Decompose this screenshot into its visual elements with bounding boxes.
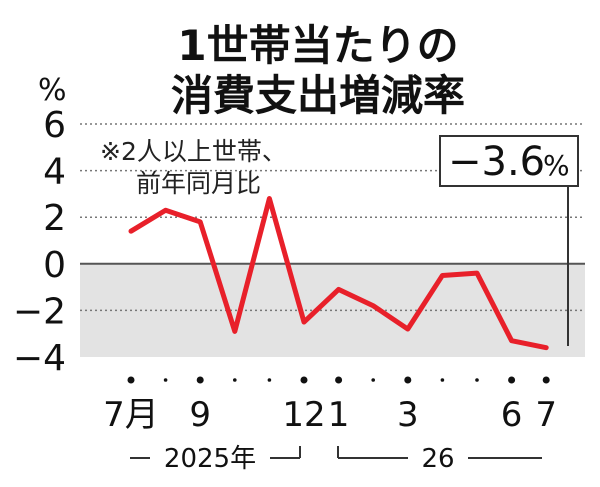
x-tick-marker [440,378,445,382]
year-label-2026: 26 [421,444,454,474]
x-tick-marker [163,378,168,382]
y-tick-label: 4 [43,152,66,193]
x-tick-marker [300,376,308,384]
y-tick-label: 2 [43,198,66,239]
year-label-2025: 2025年 [164,444,256,474]
x-tick-label: 6 [501,395,523,435]
x-tick-marker [475,378,479,382]
x-tick-marker [267,378,272,382]
x-tick-marker [508,376,516,384]
x-tick-marker [127,376,135,384]
y-tick-label: 6 [43,105,66,146]
x-tick-marker [196,376,204,384]
chart-title-line2: 消費支出増減率 [171,71,465,120]
x-tick-label: 7月 [103,395,159,435]
x-tick-marker [371,378,376,382]
callout-value: −3.6 [448,139,545,185]
y-tick-label: −4 [13,338,66,379]
y-tick-label: −2 [13,291,66,332]
x-tick-marker [335,376,343,384]
x-tick-marker [542,376,550,384]
x-tick-label: 7 [535,395,557,435]
x-tick-marker [233,378,237,382]
y-axis-unit: % [38,73,67,108]
x-tick-label: 3 [397,395,419,435]
y-tick-label: 0 [43,245,66,286]
x-tick-label: 1 [328,395,350,435]
callout-box [439,135,579,187]
x-tick-label: 9 [189,395,211,435]
x-tick-label: 12 [282,395,325,435]
chart-note-line2: 前年同月比 [136,169,261,198]
callout-unit: % [543,149,570,182]
x-tick-marker [404,376,412,384]
chart-title-line1: 1世帯当たりの [177,21,458,70]
year-bracket-2026: 26 [337,444,542,474]
chart-note-line1: ※2人以上世帯、 [100,137,287,166]
year-bracket-2025: 2025年 [130,444,301,474]
